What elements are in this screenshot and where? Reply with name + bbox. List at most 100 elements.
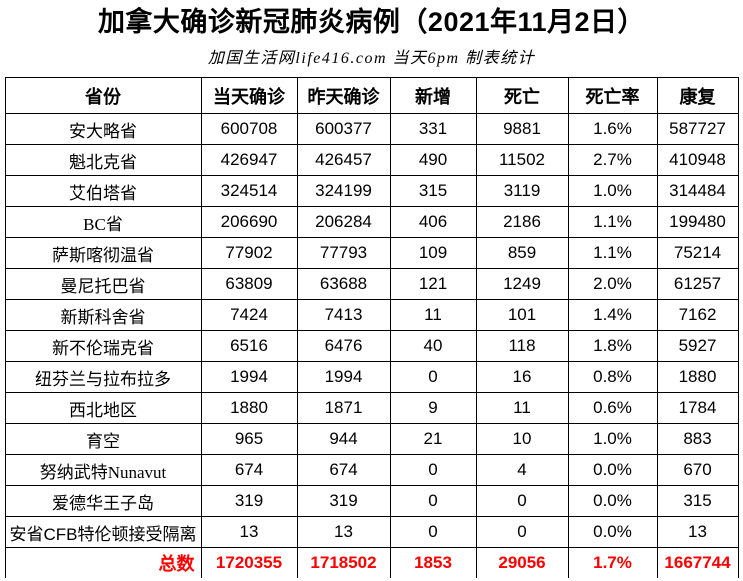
new-cases-cell: 0 (389, 361, 477, 394)
today-confirmed-cell: 13 (200, 516, 298, 549)
province-cell: 安大略省 (4, 113, 202, 146)
new-cases-cell: 490 (389, 144, 477, 177)
death-rate-cell: 0.6% (567, 392, 658, 425)
yesterday-confirmed-cell: 674 (296, 454, 391, 487)
table-row: 努纳武特Nunavut 674 674 0 4 0.0% 670 (4, 454, 739, 487)
column-header-deaths: 死亡 (475, 77, 569, 115)
death-rate-cell: 1.4% (567, 299, 658, 332)
yesterday-confirmed-cell: 6476 (296, 330, 391, 363)
total-deaths-cell: 29056 (475, 547, 569, 579)
today-confirmed-cell: 426947 (200, 144, 298, 177)
recovered-cell: 587727 (656, 113, 739, 146)
today-confirmed-cell: 324514 (200, 175, 298, 208)
deaths-cell: 4 (475, 454, 569, 487)
total-today-confirmed-cell: 1720355 (200, 547, 298, 579)
new-cases-cell: 40 (389, 330, 477, 363)
yesterday-confirmed-cell: 1871 (296, 392, 391, 425)
table-row: 曼尼托巴省 63809 63688 121 1249 2.0% 61257 (4, 268, 739, 301)
today-confirmed-cell: 206690 (200, 206, 298, 239)
table-row: 西北地区 1880 1871 9 11 0.6% 1784 (4, 392, 739, 425)
death-rate-cell: 1.1% (567, 206, 658, 239)
province-cell: 爱德华王子岛 (4, 485, 202, 518)
death-rate-cell: 0.8% (567, 361, 658, 394)
table-row: 萨斯喀彻温省 77902 77793 109 859 1.1% 75214 (4, 237, 739, 270)
recovered-cell: 61257 (656, 268, 739, 301)
today-confirmed-cell: 77902 (200, 237, 298, 270)
table-row: BC省 206690 206284 406 2186 1.1% 199480 (4, 206, 739, 239)
death-rate-cell: 2.7% (567, 144, 658, 177)
new-cases-cell: 109 (389, 237, 477, 270)
today-confirmed-cell: 7424 (200, 299, 298, 332)
death-rate-cell: 1.8% (567, 330, 658, 363)
table-row: 爱德华王子岛 319 319 0 0 0.0% 315 (4, 485, 739, 518)
province-cell: 新斯科舍省 (4, 299, 202, 332)
today-confirmed-cell: 6516 (200, 330, 298, 363)
death-rate-cell: 2.0% (567, 268, 658, 301)
yesterday-confirmed-cell: 319 (296, 485, 391, 518)
deaths-cell: 2186 (475, 206, 569, 239)
province-cell: 艾伯塔省 (4, 175, 202, 208)
total-new-cases-cell: 1853 (389, 547, 477, 579)
recovered-cell: 410948 (656, 144, 739, 177)
yesterday-confirmed-cell: 600377 (296, 113, 391, 146)
death-rate-cell: 1.0% (567, 175, 658, 208)
deaths-cell: 11502 (475, 144, 569, 177)
yesterday-confirmed-cell: 324199 (296, 175, 391, 208)
death-rate-cell: 1.0% (567, 423, 658, 456)
total-death-rate-cell: 1.7% (567, 547, 658, 579)
totals-row: 总数 1720355 1718502 1853 29056 1.7% 1667744 (4, 547, 739, 579)
column-header-yesterday-confirmed: 昨天确诊 (296, 77, 391, 115)
province-cell: 纽芬兰与拉布拉多 (4, 361, 202, 394)
death-rate-cell: 0.0% (567, 516, 658, 549)
new-cases-cell: 9 (389, 392, 477, 425)
province-cell: 萨斯喀彻温省 (4, 237, 202, 270)
yesterday-confirmed-cell: 13 (296, 516, 391, 549)
province-cell: BC省 (4, 206, 202, 239)
province-cell: 努纳武特Nunavut (4, 454, 202, 487)
total-province-cell: 总数 (4, 547, 202, 579)
death-rate-cell: 0.0% (567, 454, 658, 487)
province-cell: 曼尼托巴省 (4, 268, 202, 301)
page-title: 加拿大确诊新冠肺炎病例（2021年11月2日） (97, 7, 646, 37)
yesterday-confirmed-cell: 206284 (296, 206, 391, 239)
new-cases-cell: 0 (389, 485, 477, 518)
death-rate-cell: 1.1% (567, 237, 658, 270)
table-row: 安大略省 600708 600377 331 9881 1.6% 587727 (4, 113, 739, 146)
deaths-cell: 101 (475, 299, 569, 332)
province-cell: 西北地区 (4, 392, 202, 425)
recovered-cell: 75214 (656, 237, 739, 270)
deaths-cell: 1249 (475, 268, 569, 301)
table-row: 艾伯塔省 324514 324199 315 3119 1.0% 314484 (4, 175, 739, 208)
yesterday-confirmed-cell: 63688 (296, 268, 391, 301)
column-header-recovered: 康复 (656, 77, 739, 115)
province-cell: 魁北克省 (4, 144, 202, 177)
recovered-cell: 315 (656, 485, 739, 518)
yesterday-confirmed-cell: 1994 (296, 361, 391, 394)
new-cases-cell: 11 (389, 299, 477, 332)
today-confirmed-cell: 1994 (200, 361, 298, 394)
today-confirmed-cell: 965 (200, 423, 298, 456)
deaths-cell: 11 (475, 392, 569, 425)
recovered-cell: 13 (656, 516, 739, 549)
table-row: 育空 965 944 21 10 1.0% 883 (4, 423, 739, 456)
table-row: 安省CFB特伦顿接受隔离 13 13 0 0 0.0% 13 (4, 516, 739, 549)
recovered-cell: 7162 (656, 299, 739, 332)
today-confirmed-cell: 674 (200, 454, 298, 487)
deaths-cell: 0 (475, 485, 569, 518)
death-rate-cell: 1.6% (567, 113, 658, 146)
province-cell: 安省CFB特伦顿接受隔离 (4, 516, 202, 549)
new-cases-cell: 0 (389, 516, 477, 549)
recovered-cell: 1880 (656, 361, 739, 394)
today-confirmed-cell: 1880 (200, 392, 298, 425)
new-cases-cell: 121 (389, 268, 477, 301)
deaths-cell: 118 (475, 330, 569, 363)
column-header-new-cases: 新增 (389, 77, 477, 115)
table-row: 魁北克省 426947 426457 490 11502 2.7% 410948 (4, 144, 739, 177)
table-row: 新不伦瑞克省 6516 6476 40 118 1.8% 5927 (4, 330, 739, 363)
table-row: 新斯科舍省 7424 7413 11 101 1.4% 7162 (4, 299, 739, 332)
yesterday-confirmed-cell: 77793 (296, 237, 391, 270)
today-confirmed-cell: 319 (200, 485, 298, 518)
deaths-cell: 859 (475, 237, 569, 270)
column-header-today-confirmed: 当天确诊 (200, 77, 298, 115)
